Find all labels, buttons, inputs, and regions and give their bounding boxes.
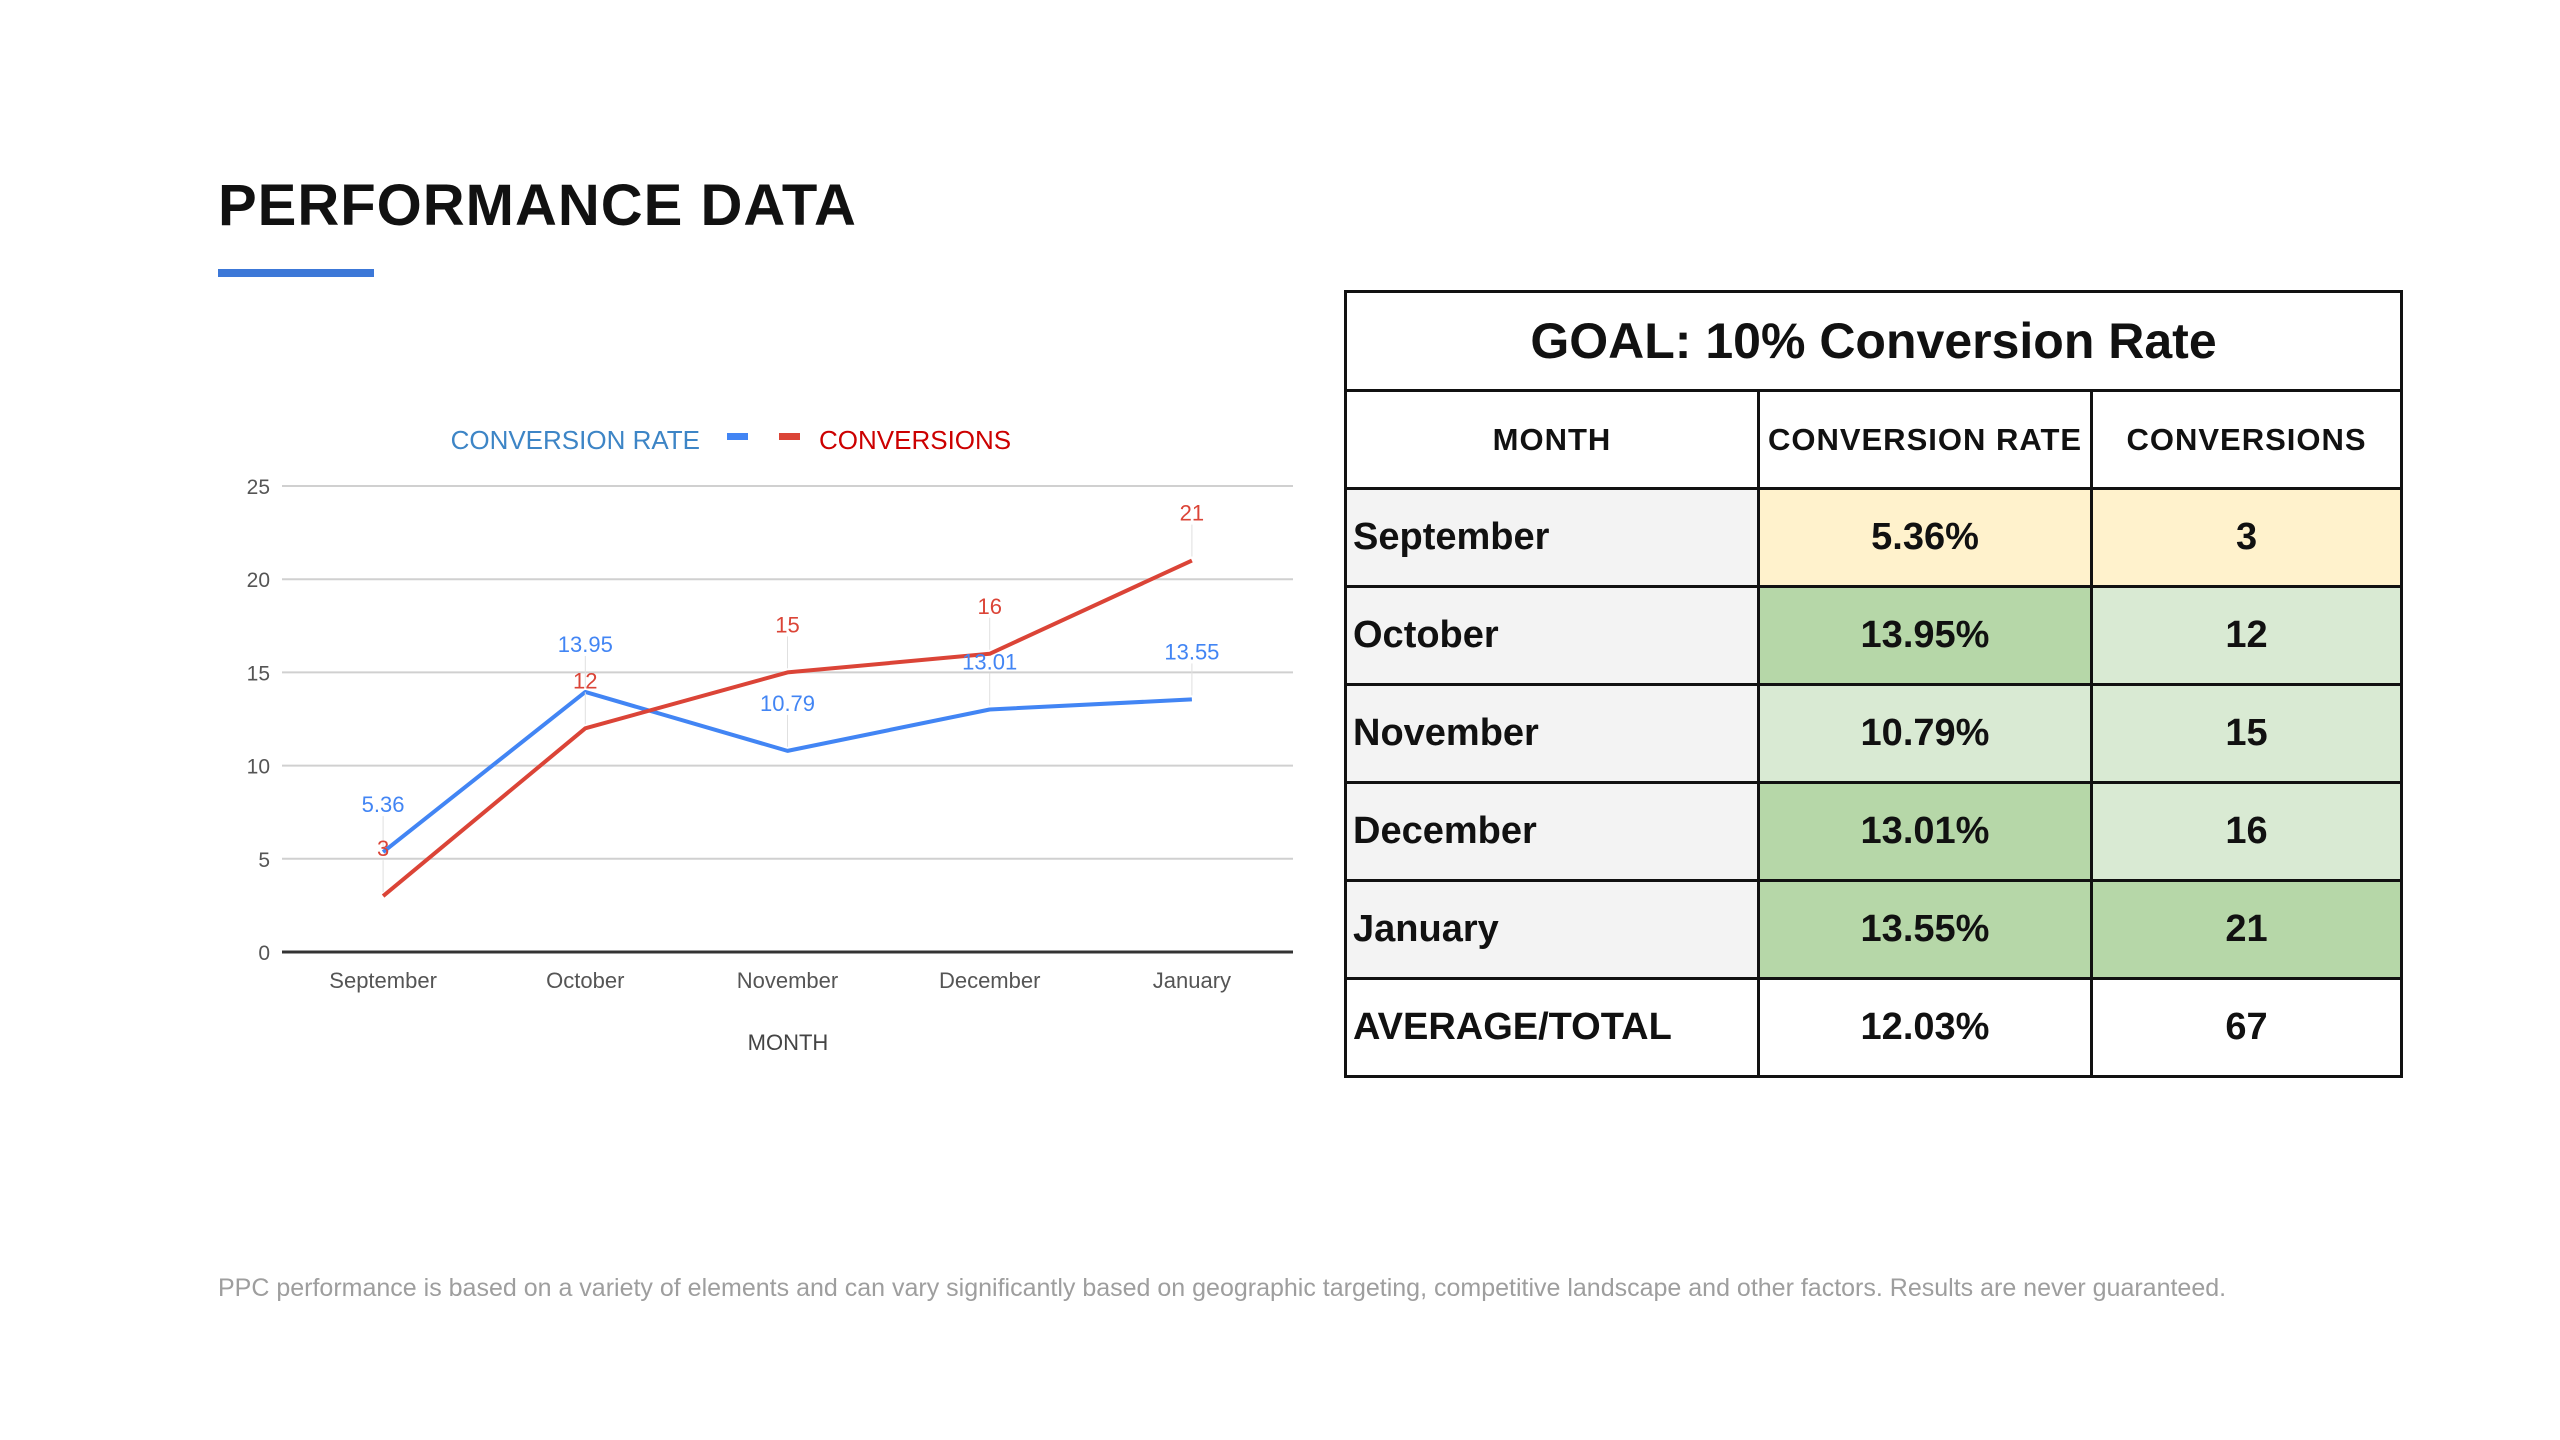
- data-label: 13.01: [962, 649, 1017, 674]
- x-axis-ticks: September October November December January: [329, 968, 1231, 993]
- y-tick-label: 0: [258, 942, 270, 965]
- y-axis-ticks: 0 5 10 15 20 25: [247, 476, 270, 965]
- cell-conversion-rate: 13.95%: [1757, 585, 2093, 686]
- table-row: December 13.01% 16: [1344, 781, 2404, 882]
- title-underline: [218, 269, 374, 277]
- y-tick-label: 15: [247, 662, 270, 685]
- data-label: 16: [977, 594, 1001, 619]
- x-tick-label: December: [939, 968, 1040, 993]
- series-line-conversion-rate: [381, 689, 1192, 854]
- x-axis-title: MONTH: [748, 1030, 829, 1055]
- cell-conversion-rate: 5.36%: [1757, 487, 2093, 588]
- data-label: 3: [377, 836, 389, 861]
- data-label: 13.95: [558, 632, 613, 657]
- x-tick-label: September: [329, 968, 437, 993]
- table-goal-title: GOAL: 10% Conversion Rate: [1343, 290, 2404, 392]
- legend-swatch-conversions: [779, 433, 800, 440]
- cell-average-rate: 12.03%: [1757, 977, 2093, 1078]
- table-row: October 13.95% 12: [1344, 585, 2404, 686]
- cell-month: November: [1344, 683, 1760, 784]
- grid-lines: [282, 485, 1293, 954]
- header-month: MONTH: [1344, 389, 1760, 490]
- data-labels: 5.36 13.95 10.79 13.01 13.55 3 12 15 16 21: [362, 501, 1219, 893]
- table-row: January 13.55% 21: [1344, 879, 2404, 980]
- cell-conversions: 15: [2089, 683, 2404, 784]
- data-label: 15: [775, 612, 799, 637]
- cell-conversion-rate: 13.55%: [1757, 879, 2093, 980]
- x-tick-label: January: [1153, 968, 1231, 993]
- y-tick-label: 5: [258, 849, 270, 872]
- data-label: 12: [573, 668, 597, 693]
- page-title: PERFORMANCE DATA: [218, 173, 857, 238]
- cell-month: December: [1344, 781, 1760, 882]
- table-total-row: AVERAGE/TOTAL 12.03% 67: [1344, 977, 2404, 1078]
- x-tick-label: October: [546, 968, 624, 993]
- cell-conversions: 21: [2089, 879, 2404, 980]
- data-label: 10.79: [760, 691, 815, 716]
- cell-total-conversions: 67: [2089, 977, 2404, 1078]
- cell-month: September: [1344, 487, 1760, 588]
- table-row: November 10.79% 15: [1344, 683, 2404, 784]
- x-tick-label: November: [737, 968, 838, 993]
- header-conversions: CONVERSIONS: [2089, 389, 2404, 490]
- series-lines: [381, 558, 1193, 898]
- cell-month: October: [1344, 585, 1760, 686]
- y-tick-label: 10: [247, 756, 270, 779]
- cell-conversions: 3: [2089, 487, 2404, 588]
- cell-conversion-rate: 10.79%: [1757, 683, 2093, 784]
- chart-legend: CONVERSION RATE CONVERSIONS: [451, 425, 1012, 455]
- line-chart: 0 5 10 15 20 25 September October November Decem…: [247, 425, 1293, 1055]
- y-tick-label: 25: [247, 476, 270, 499]
- performance-table: GOAL: 10% Conversion Rate MONTH CONVERSI…: [1343, 290, 2404, 1078]
- legend-label-conversion-rate: CONVERSION RATE: [451, 425, 700, 455]
- data-label: 21: [1180, 501, 1204, 526]
- series-line-conversions: [381, 558, 1193, 898]
- cell-conversions: 12: [2089, 585, 2404, 686]
- header-conversion-rate: CONVERSION RATE: [1757, 389, 2093, 490]
- data-label: 5.36: [362, 792, 405, 817]
- cell-conversions: 16: [2089, 781, 2404, 882]
- cell-total-label: AVERAGE/TOTAL: [1344, 977, 1760, 1078]
- legend-swatch-conversion-rate: [727, 433, 748, 440]
- data-label: 13.55: [1164, 639, 1219, 664]
- table-row: September 5.36% 3: [1344, 487, 2404, 588]
- y-tick-label: 20: [247, 569, 270, 592]
- disclaimer-footer: PPC performance is based on a variety of…: [218, 1274, 2227, 1302]
- cell-conversion-rate: 13.01%: [1757, 781, 2093, 882]
- legend-label-conversions: CONVERSIONS: [819, 425, 1011, 455]
- cell-month: January: [1344, 879, 1760, 980]
